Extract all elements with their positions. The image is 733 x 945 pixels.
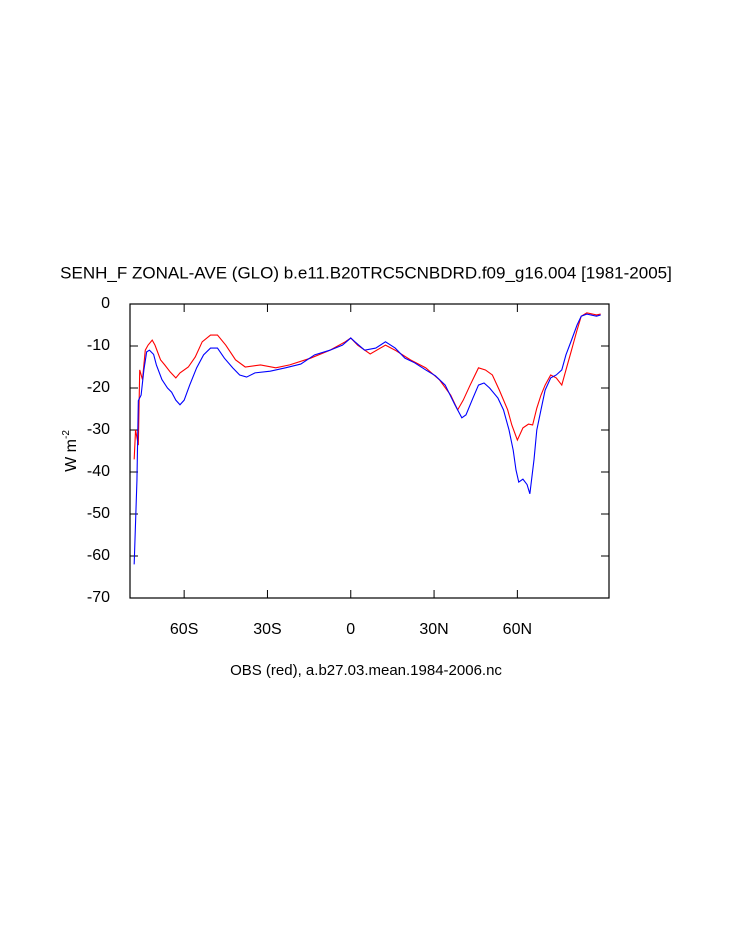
- x-tick-label: 30N: [419, 621, 448, 638]
- data-line: [133, 312, 601, 460]
- y-tick-label: -20: [87, 379, 110, 396]
- y-tick-label: -60: [87, 547, 110, 564]
- subtitle: OBS (red), a.b27.03.mean.1984-2006.nc: [230, 662, 502, 679]
- x-tick-label: 60S: [170, 621, 198, 638]
- y-tick-label: -70: [87, 589, 110, 606]
- y-label-exponent: -2: [61, 430, 72, 439]
- y-tick-label: -10: [87, 337, 110, 354]
- y-label-text: W m: [63, 439, 80, 472]
- data-line: [133, 313, 601, 565]
- chart-title: SENH_F ZONAL-AVE (GLO) b.e11.B20TRC5CNBD…: [60, 263, 672, 282]
- y-tick-label: -40: [87, 463, 110, 480]
- y-tick-label: -30: [87, 421, 110, 438]
- y-tick-label: -50: [87, 505, 110, 522]
- x-tick-label: 60N: [503, 621, 532, 638]
- plot-frame: [129, 303, 610, 599]
- y-axis-label: W m-2: [61, 430, 81, 472]
- y-tick-label: 0: [101, 295, 110, 312]
- x-tick-label: 30S: [253, 621, 281, 638]
- x-tick-label: 0: [346, 621, 355, 638]
